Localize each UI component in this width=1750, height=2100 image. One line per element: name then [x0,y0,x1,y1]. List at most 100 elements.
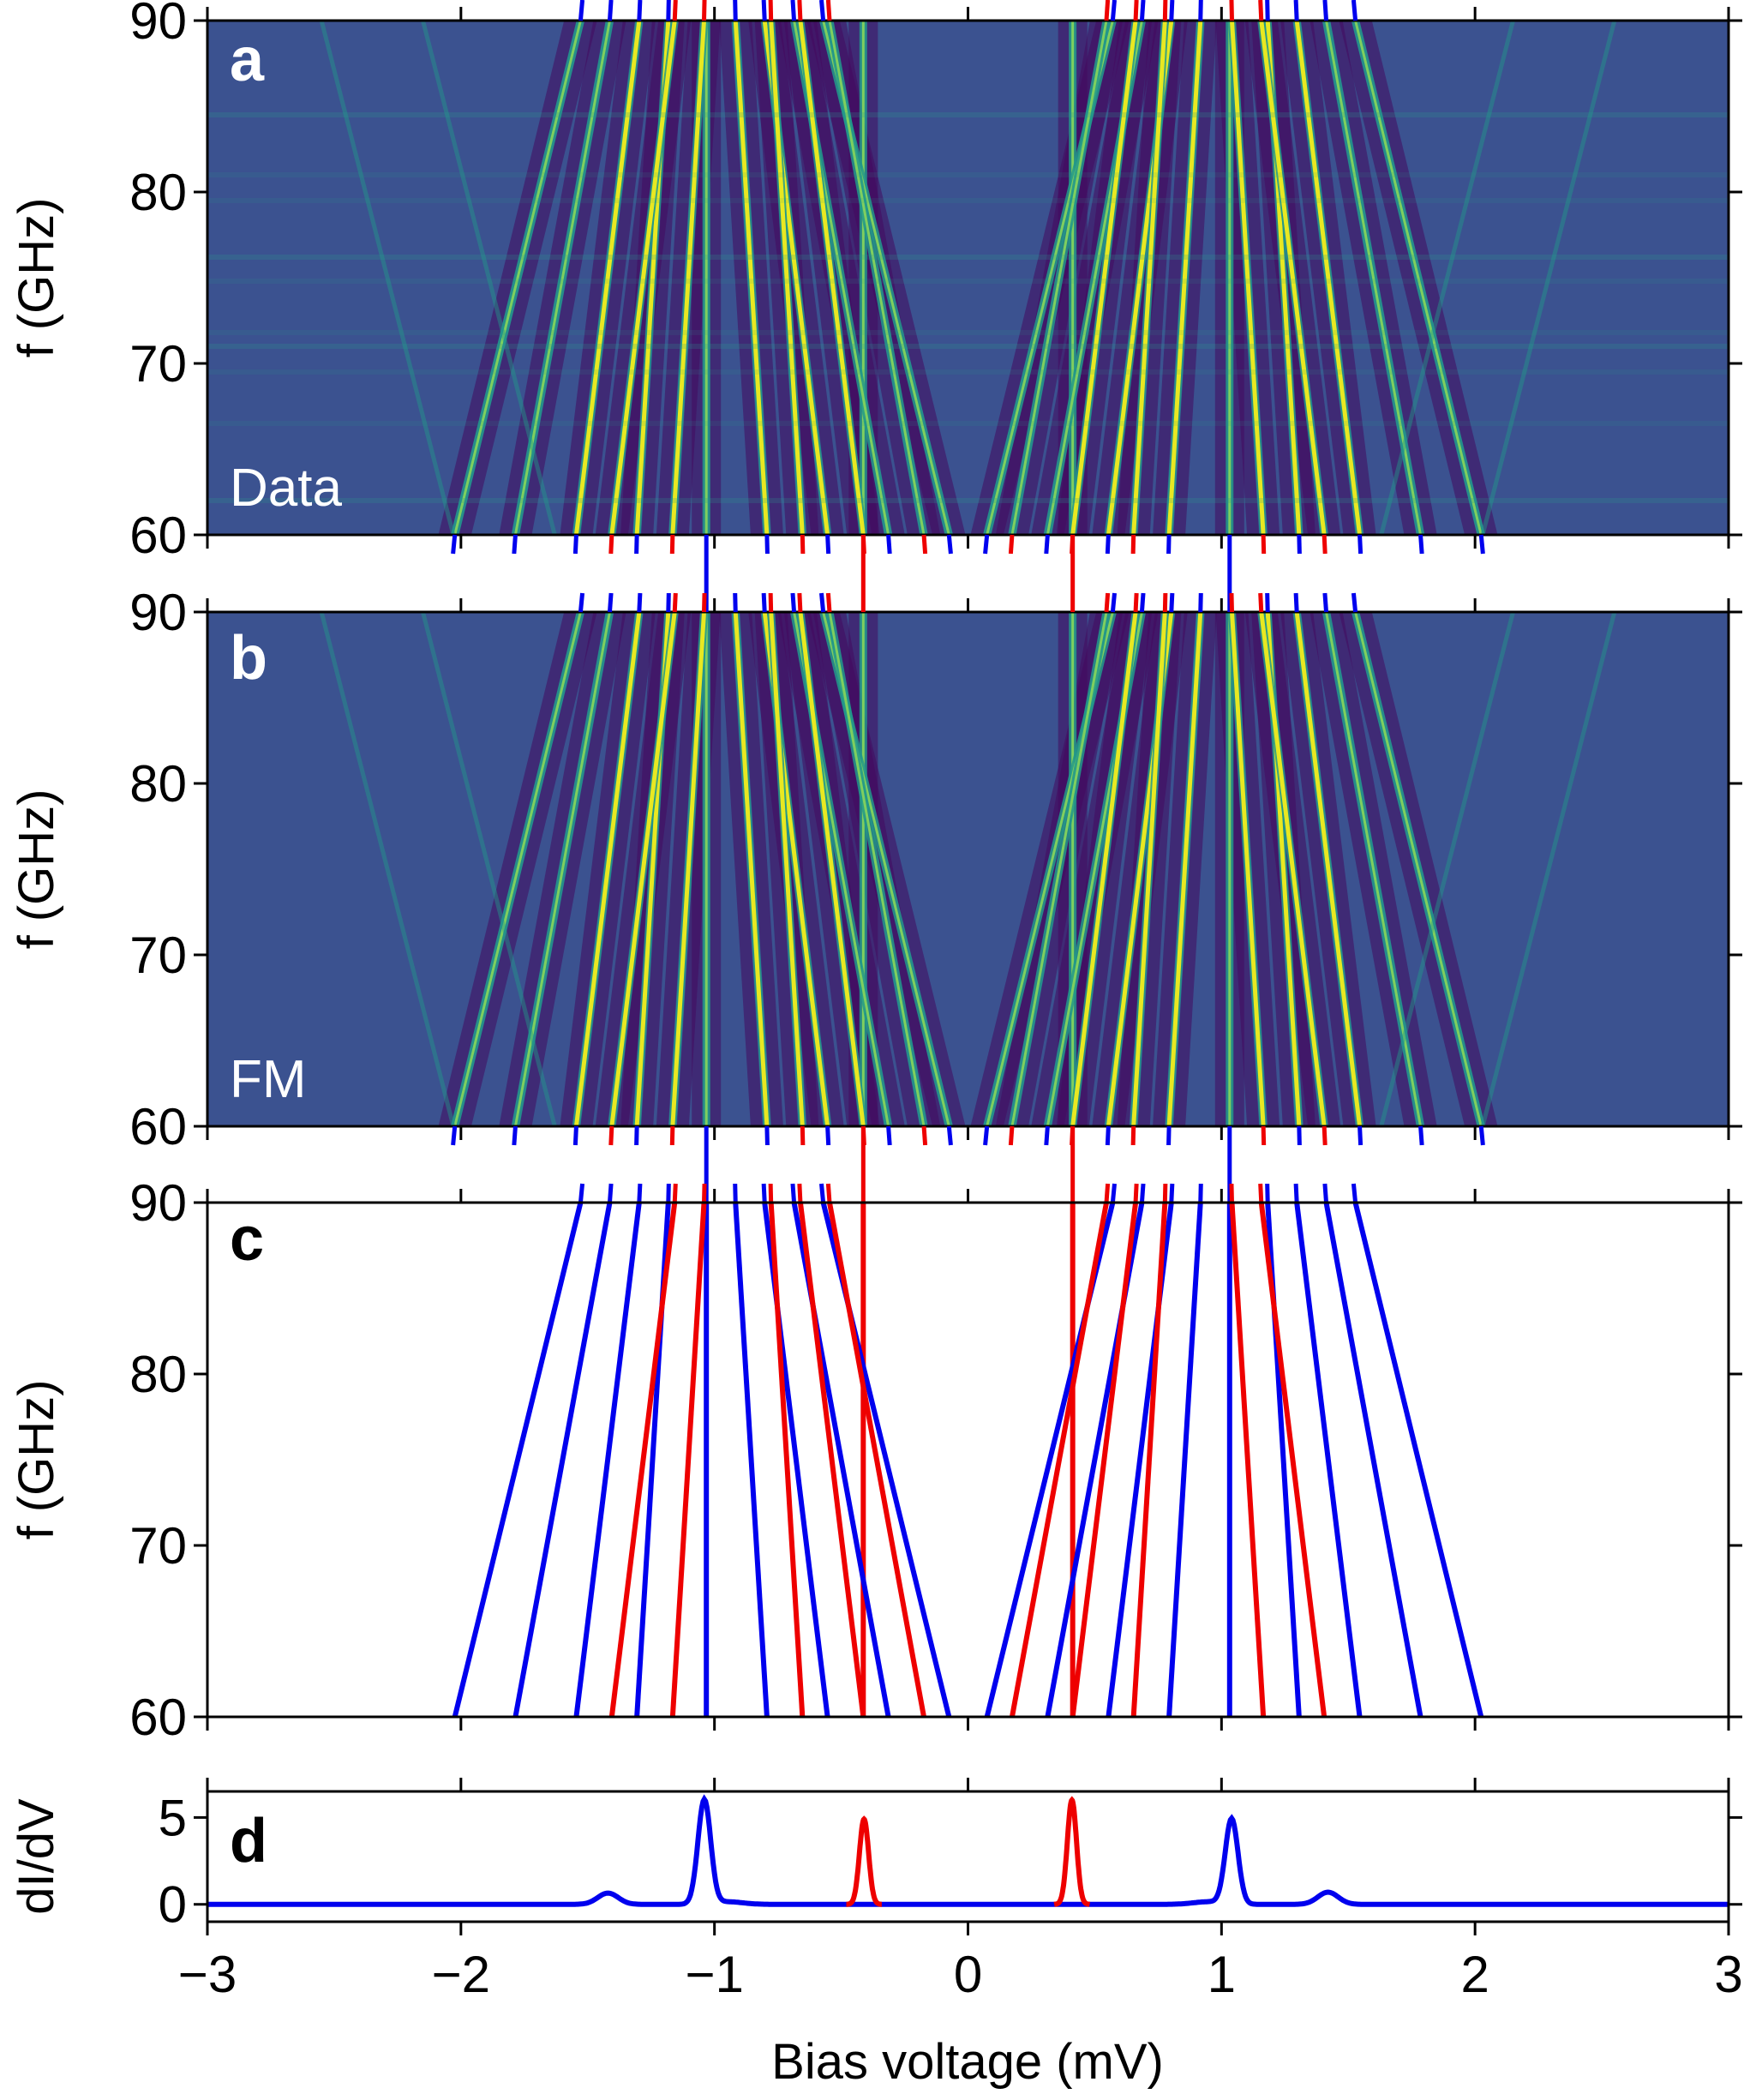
panel-d-letter: d [230,1807,267,1875]
heat-trough-14 [1301,21,1376,535]
panel-d: 0 5 −3 −2 −1 0 1 2 3 d dI/dV Bias voltage (mV) [9,1778,1743,2090]
heat-core-16 [1166,612,1203,1126]
connector-dash-top-1-14 [1357,1125,1363,1146]
heat-trough-8 [719,21,763,535]
y-tick-label: 80 [129,755,187,813]
heat-trough-13 [1330,612,1437,1126]
connector-dash-top-edge-21 [702,0,707,21]
noise-stripe-9 [207,112,1729,117]
connector-dash-top-0-7 [634,534,639,555]
noise-stripe-0 [207,498,1729,503]
heat-trough-6 [580,21,656,535]
heat-faint-ridge-3 [1480,21,1617,535]
connector-dash-top-0-10 [886,534,892,555]
heat-trough-5 [499,21,606,535]
connector-dash-bot-0-27 [1162,592,1168,613]
connector-dash-bot-0-12 [1351,592,1358,613]
panel-c-ticks: 60 70 80 90 [129,1174,1742,1746]
connector-dash-top-1-16 [1166,1125,1172,1146]
connector-dash-bot-0-4 [578,592,585,613]
connector-dash-top-0-14 [1357,534,1363,555]
connector-dash-top-0-16 [1166,534,1172,555]
resonance-line-26 [1229,1203,1267,1717]
heat-faint-ridge-0 [319,21,456,535]
connector-dash-top-1-11 [946,1125,953,1146]
connector-dash-top-edge-29 [1104,0,1111,21]
heat-trough-16 [1173,21,1217,535]
connector-dash-top-edge-12 [1351,0,1358,21]
connector-dash-top-edge-18 [1139,0,1146,21]
connector-dash-bot-1-5 [607,1183,614,1203]
heat-core-8 [733,21,770,535]
x-tick-label: −3 [178,1946,237,2003]
connector-dash-bot-0-24 [825,592,832,613]
connector-dash-top-edge-11 [819,0,826,21]
didv-red-peak-0 [846,1815,882,1907]
connector-dash-top-1-10 [886,1125,892,1146]
heat-core-28 [1070,612,1138,1126]
y-tick-label: 90 [129,1174,187,1232]
heat-core-21 [670,21,707,535]
heat-core-26 [1229,612,1266,1126]
connector-dash-top-0-24 [921,534,928,555]
connector-dash-top-edge-4 [578,0,585,21]
connector-dash-bot-0-25 [1258,592,1264,613]
y-tick-label: 5 [159,1789,187,1846]
heat-core-27 [1131,612,1167,1126]
connector-dash-top-edge-27 [1162,0,1168,21]
heat-trough-21 [656,21,700,535]
connector-dash-bot-0-29 [1104,592,1111,613]
resonance-line-24 [827,1203,926,1717]
x-axis-label: Bias voltage (mV) [771,2034,1164,2090]
connector-dash-top-0-22 [800,534,806,555]
resonance-line-4 [452,1203,584,1717]
y-tick-label: 90 [129,0,187,50]
heat-core-6 [573,612,642,1126]
connector-dash-top-0-25 [1321,534,1327,555]
heat-core-5 [513,21,611,535]
connector-dash-bot-1-21 [702,1183,707,1203]
heat-core-12 [1354,612,1483,1126]
y-tick-label: 0 [159,1876,187,1934]
connector-dash-bot-0-10 [790,592,797,613]
connector-dash-bot-1-11 [819,1183,826,1203]
heat-trough-27 [1137,612,1182,1126]
connector-dash-top-edge-10 [790,0,797,21]
noise-stripe-6 [207,255,1729,260]
x-tick-label: 0 [954,1946,982,2003]
heat-core-27 [1131,21,1167,535]
connector-dash-top-0-20 [608,534,614,555]
connector-dash-bot-0-7 [666,592,671,613]
heat-trough-16 [1153,612,1196,1126]
heat-core-8 [733,612,770,1126]
noise-stripe-4 [207,330,1729,335]
connector-dash-top-1-8 [764,1125,770,1146]
connector-dash-top-1-26 [1261,1125,1267,1146]
panel-a-ticks: 60 70 80 90 [129,0,1742,564]
connector-dash-top-1-23 [860,1125,866,1146]
heat-core-20 [609,21,677,535]
y-tick-label: 70 [129,335,187,393]
heat-core-13 [1325,612,1423,1126]
y-tick-label: 70 [129,927,187,984]
heat-trough-23 [783,612,860,1126]
connector-dash-top-edge-8 [733,0,738,21]
panel-d-lines [207,1794,1729,1907]
connector-dash-top-0-19 [983,534,990,555]
connector-dash-bot-1-22 [768,1183,774,1203]
resonance-line-22 [768,1203,806,1717]
connector-dash-top-0-5 [512,534,518,555]
heat-trough-12 [1359,612,1498,1126]
heat-trough-5 [499,612,606,1126]
heat-core-16 [1166,21,1203,535]
connector-dash-bot-1-25 [1258,1183,1264,1203]
connector-dash-top-0-6 [572,534,578,555]
y-tick-label: 60 [129,507,187,564]
connector-dash-top-0-26 [1261,534,1267,555]
x-tick-label: −2 [432,1946,490,2003]
panel-a-heatmap [207,21,1729,535]
connector-dash-bot-0-16 [1198,592,1203,613]
noise-stripe-5 [207,279,1729,284]
heat-trough-4 [438,612,577,1126]
connector-dash-bot-1-8 [733,1183,738,1203]
